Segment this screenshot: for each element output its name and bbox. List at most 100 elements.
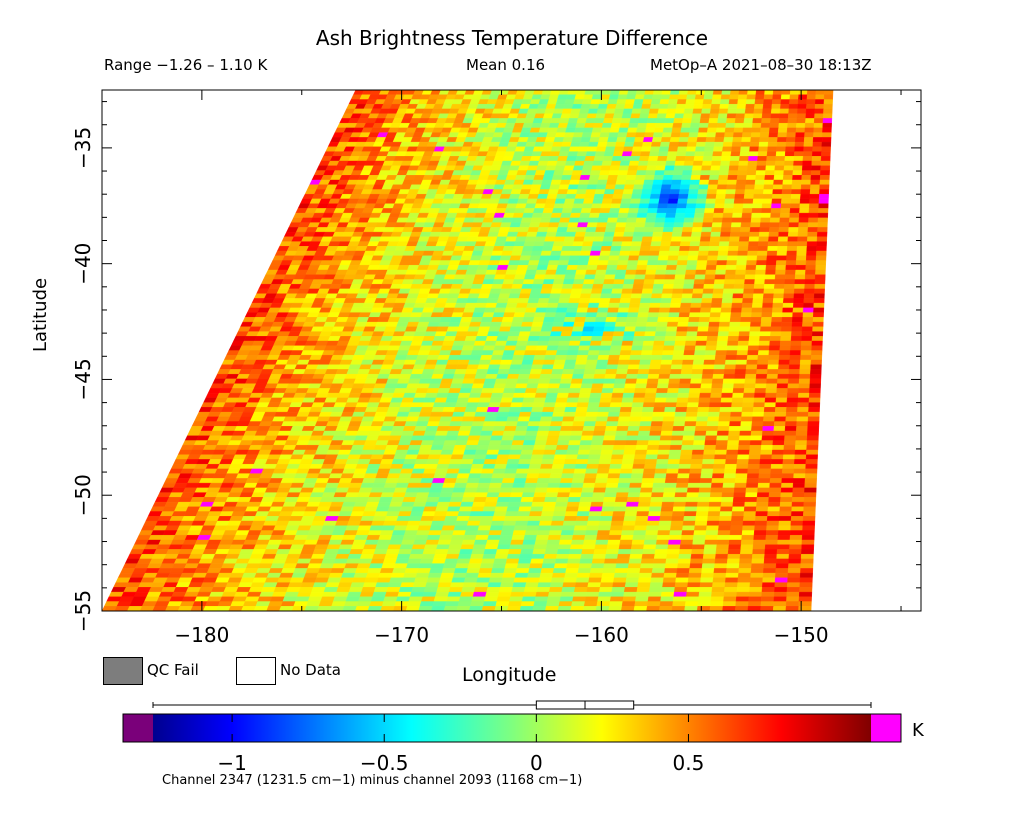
- heatmap-cell: [669, 307, 681, 313]
- heatmap-cell: [649, 103, 660, 110]
- heatmap-cell: [524, 175, 536, 181]
- heatmap-cell: [482, 160, 495, 167]
- heatmap-cell: [653, 402, 667, 408]
- heatmap-cell: [272, 497, 287, 503]
- heatmap-cell: [499, 487, 513, 493]
- heatmap-cell: [303, 421, 318, 427]
- heatmap-cell: [743, 288, 755, 294]
- heatmap-cell: [225, 497, 241, 503]
- heatmap-cell: [469, 355, 482, 361]
- heatmap-cell: [814, 113, 824, 119]
- heatmap-cell: [621, 193, 633, 200]
- heatmap-cell: [613, 326, 626, 332]
- heatmap-cell: [649, 426, 663, 432]
- heatmap-cell: [487, 487, 502, 493]
- heatmap-cell: [466, 236, 479, 242]
- heatmap-cell: [674, 217, 685, 223]
- heatmap-cell: [237, 497, 252, 503]
- heatmap-cell: [534, 203, 546, 209]
- heatmap-cell: [368, 397, 382, 403]
- heatmap-cell: [543, 241, 555, 247]
- heatmap-cell: [602, 118, 614, 124]
- heatmap-cell: [701, 227, 713, 233]
- heatmap-cell: [422, 307, 435, 313]
- heatmap-cell: [591, 165, 602, 171]
- heatmap-cell: [818, 193, 829, 200]
- heatmap-cell: [589, 250, 602, 257]
- heatmap-cell: [510, 321, 523, 327]
- heatmap-cell: [675, 208, 687, 214]
- heatmap-cell: [633, 184, 644, 190]
- heatmap-cell: [355, 402, 369, 408]
- heatmap-cell: [638, 364, 651, 370]
- heatmap-cell: [527, 336, 540, 342]
- heatmap-cell: [510, 132, 522, 138]
- heatmap-cell: [690, 118, 701, 124]
- heatmap-cell: [452, 279, 465, 285]
- heatmap-cell: [689, 179, 701, 185]
- heatmap-cell: [369, 426, 383, 432]
- heatmap-cell: [544, 312, 557, 318]
- heatmap-cell: [747, 468, 760, 474]
- heatmap-cell: [653, 407, 666, 413]
- heatmap-cell: [765, 383, 778, 389]
- heatmap-cell: [624, 227, 636, 233]
- heatmap-cell: [791, 331, 803, 337]
- heatmap-cell: [717, 179, 728, 185]
- heatmap-cell: [467, 293, 480, 299]
- heatmap-cell: [711, 160, 722, 167]
- heatmap-cell: [623, 279, 635, 285]
- heatmap-cell: [739, 426, 752, 432]
- heatmap-cell: [567, 151, 579, 157]
- heatmap-cell: [440, 255, 453, 261]
- heatmap-cell: [640, 487, 653, 493]
- heatmap-cell: [804, 279, 816, 285]
- heatmap-cell: [675, 402, 689, 408]
- heatmap-cell: [759, 454, 773, 460]
- heatmap-cell: [729, 94, 739, 100]
- heatmap-cell: [736, 175, 747, 181]
- heatmap-cell: [733, 203, 744, 209]
- heatmap-cell: [528, 132, 540, 138]
- heatmap-cell: [312, 374, 326, 380]
- heatmap-cell: [382, 359, 396, 365]
- heatmap-cell: [512, 212, 525, 219]
- heatmap-cell: [818, 203, 829, 209]
- heatmap-cell: [772, 440, 785, 446]
- heatmap-cell: [588, 345, 601, 351]
- heatmap-cell: [694, 274, 706, 280]
- heatmap-cell: [557, 94, 568, 100]
- heatmap-cell: [696, 198, 707, 204]
- heatmap-cell: [585, 468, 599, 474]
- heatmap-cell: [649, 151, 660, 157]
- heatmap-cell: [803, 298, 815, 304]
- heatmap-cell: [585, 269, 597, 275]
- heatmap-cell: [536, 302, 549, 309]
- heatmap-cell: [690, 374, 703, 380]
- heatmap-cell: [342, 407, 357, 413]
- heatmap-cell: [335, 397, 349, 403]
- heatmap-cell: [243, 430, 258, 436]
- heatmap-cell: [754, 279, 766, 285]
- heatmap-cell: [599, 345, 612, 351]
- heatmap-cell: [721, 388, 734, 394]
- heatmap-cell: [512, 482, 526, 489]
- heatmap-cell: [630, 198, 641, 204]
- heatmap-cell: [821, 146, 831, 152]
- heatmap-cell: [653, 175, 665, 181]
- heatmap-cell: [525, 345, 538, 351]
- heatmap-cell: [512, 317, 525, 323]
- heatmap-cell: [798, 388, 810, 394]
- heatmap-cell: [528, 222, 541, 228]
- heatmap-cell: [565, 193, 577, 200]
- heatmap-cell: [768, 497, 781, 503]
- heatmap-cell: [642, 99, 653, 105]
- heatmap-cell: [287, 407, 301, 413]
- heatmap-cell: [626, 170, 638, 176]
- heatmap-cell: [621, 397, 634, 403]
- heatmap-cell: [784, 279, 796, 285]
- heatmap-cell: [495, 151, 507, 157]
- heatmap-cell: [549, 184, 561, 190]
- heatmap-cell: [606, 265, 618, 271]
- heatmap-cell: [453, 246, 466, 252]
